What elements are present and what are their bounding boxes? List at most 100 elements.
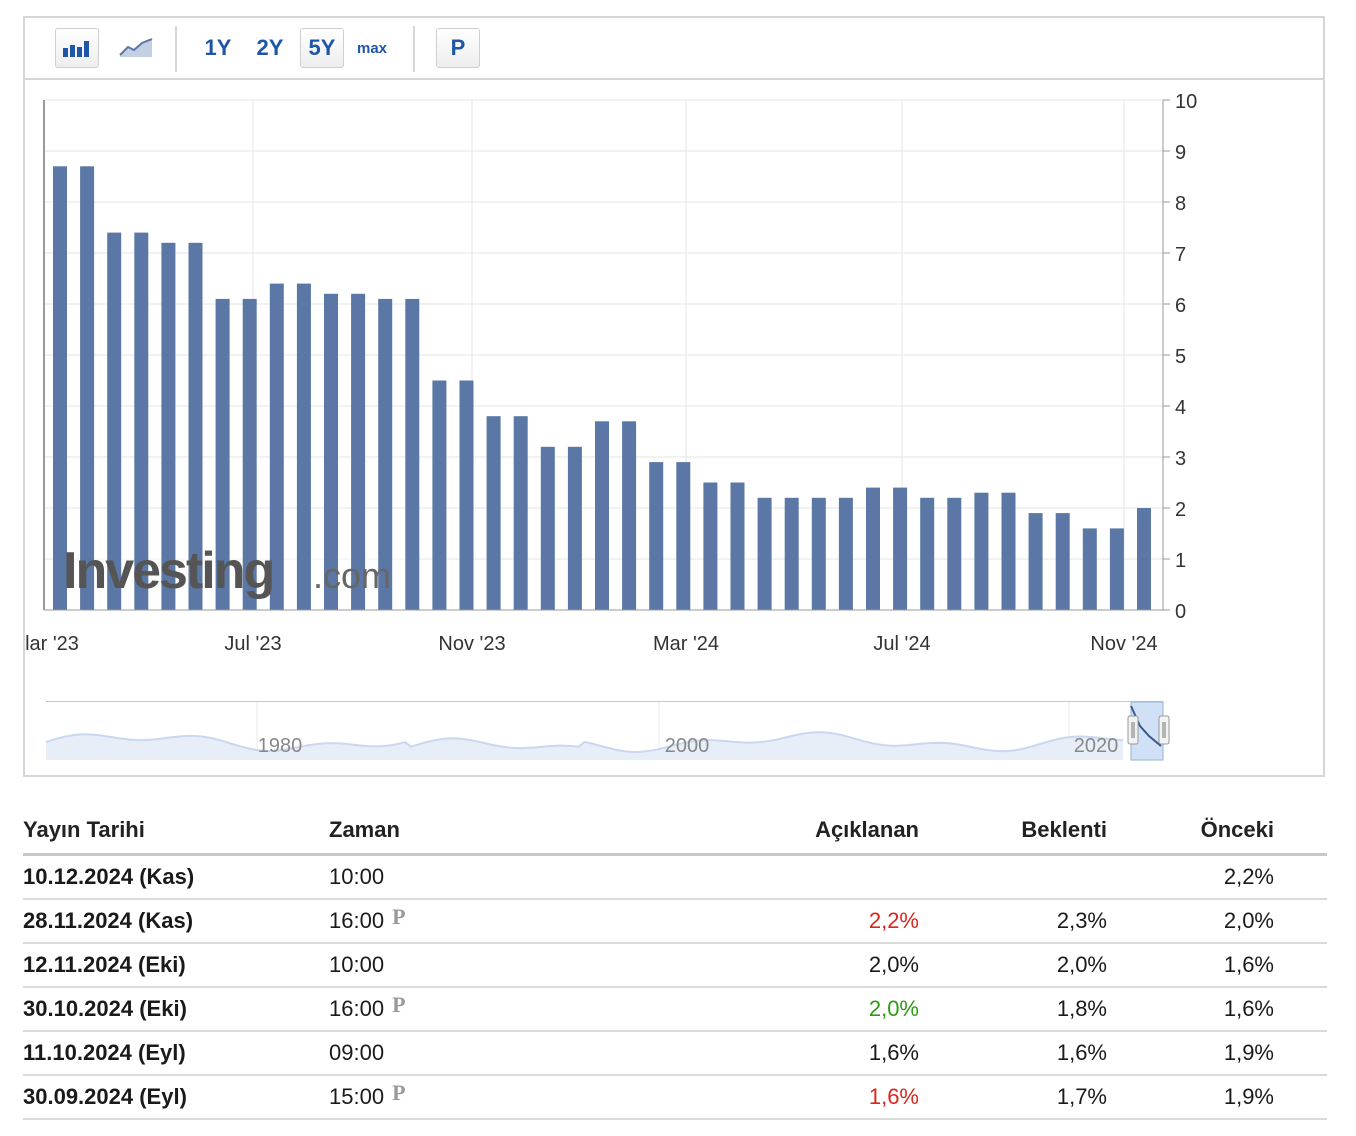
bar (1082, 528, 1097, 610)
header-previous: Önceki (1200, 816, 1274, 842)
release-time: 15:00 P (329, 1080, 406, 1109)
range-2y-button[interactable]: 2Y (256, 35, 284, 60)
bar (242, 298, 257, 610)
bar (405, 298, 420, 610)
bar (893, 487, 908, 610)
release-date: 28.11.2024 (Kas) (23, 908, 194, 933)
previous-value: 1,6% (1223, 996, 1274, 1021)
bar (188, 242, 203, 611)
release-time: 16:00 P (329, 904, 406, 933)
previous-value: 1,9% (1223, 1084, 1274, 1109)
range-max-button[interactable]: max (356, 39, 388, 57)
bar (513, 416, 528, 610)
bar (134, 232, 149, 610)
bar (974, 492, 989, 610)
navigator-handle[interactable] (1158, 715, 1170, 745)
navigator-year-label: 1980 (258, 735, 303, 757)
release-date: 11.10.2024 (Eyl) (23, 1040, 186, 1065)
preliminary-icon: P (392, 992, 406, 1017)
release-date: 12.11.2024 (Eki) (23, 952, 186, 977)
bar (486, 416, 501, 610)
bar (53, 166, 67, 611)
forecast-value: 1,7% (1056, 1084, 1107, 1109)
x-tick-label: lar '23 (25, 633, 79, 655)
chart-widget: 1Y 2Y 5Y max P Investing .com 0 1 2 3 4 5 6 7 8 9 1… (23, 16, 1325, 777)
y-tick-label: 8 (1175, 193, 1186, 215)
bar-chart-icon (63, 41, 89, 57)
bar (215, 298, 230, 610)
bar (811, 497, 826, 610)
release-time: 10:00 (329, 952, 385, 977)
bar (1001, 492, 1016, 610)
release-time: 09:00 (329, 1040, 385, 1065)
bar (676, 462, 691, 610)
bar (703, 482, 718, 610)
previous-value: 2,2% (1223, 864, 1274, 889)
bar (324, 293, 338, 610)
y-tick-label: 2 (1175, 499, 1186, 521)
preliminary-toggle-button[interactable]: P (436, 28, 480, 68)
actual-value: 2,0% (868, 996, 919, 1021)
release-date: 10.12.2024 (Kas) (23, 864, 195, 889)
y-tick-label: 3 (1175, 448, 1186, 470)
x-tick-label: Jul '24 (873, 633, 930, 655)
navigator-handle[interactable] (1127, 715, 1139, 745)
bar-chart-type-button[interactable] (55, 28, 99, 68)
preliminary-icon: P (392, 1080, 406, 1105)
actual-value: 2,2% (868, 908, 919, 933)
range-5y-button[interactable]: 5Y (300, 28, 344, 68)
x-tick-label: Nov '24 (1090, 633, 1157, 655)
table-row: 30.09.2024 (Eyl) 15:00 P 1,6% 1,7% 1,9% (23, 1076, 1327, 1120)
range-navigator: 1980 2000 2020 (45, 701, 1170, 761)
bar (622, 421, 637, 610)
actual-value: 1,6% (868, 1040, 919, 1065)
header-forecast: Beklenti (1021, 816, 1107, 842)
table-row: 12.11.2024 (Eki) 10:00 2,0% 2,0% 1,6% (23, 944, 1327, 988)
bar (1055, 513, 1070, 610)
toolbar-separator (175, 26, 177, 72)
bar (80, 166, 95, 611)
bar (784, 497, 799, 610)
x-tick-label: Nov '23 (438, 633, 505, 655)
bar (432, 380, 447, 610)
bar (1137, 508, 1151, 610)
table-row: 30.10.2024 (Eki) 16:00 P 2,0% 1,8% 1,6% (23, 988, 1327, 1032)
area-chart-type-button[interactable] (113, 28, 159, 68)
bar (269, 283, 284, 610)
forecast-value: 2,3% (1056, 908, 1107, 933)
bar (107, 232, 122, 610)
y-tick-label: 0 (1175, 601, 1186, 623)
bar (730, 482, 745, 610)
watermark-text: Investing .com (63, 542, 391, 600)
chart-toolbar: 1Y 2Y 5Y max P (25, 18, 1323, 80)
bar (1028, 513, 1043, 610)
bar (567, 446, 582, 610)
previous-value: 1,9% (1223, 1040, 1274, 1065)
x-tick-label: Jul '23 (224, 633, 281, 655)
release-time: 10:00 (329, 864, 385, 889)
navigator-year-label: 2020 (1074, 735, 1119, 757)
y-tick-label: 9 (1175, 142, 1186, 164)
preliminary-icon: P (392, 904, 406, 929)
header-release-date: Yayın Tarihi (23, 816, 145, 842)
bar (459, 380, 474, 610)
release-date: 30.10.2024 (Eki) (23, 996, 187, 1021)
range-1y-button[interactable]: 1Y (204, 35, 232, 60)
y-tick-label: 4 (1175, 397, 1186, 419)
previous-value: 1,6% (1223, 952, 1274, 977)
actual-value: 1,6% (868, 1084, 919, 1109)
table-body: 10.12.2024 (Kas) 10:00 2,2% 28.11.2024 (Kas… (23, 856, 1327, 1120)
release-date: 30.09.2024 (Eyl) (23, 1084, 187, 1109)
bar (378, 298, 393, 610)
y-tick-label: 10 (1175, 91, 1197, 113)
area-chart-icon (119, 38, 153, 57)
chart-bars (53, 166, 1151, 611)
forecast-value: 2,0% (1056, 952, 1107, 977)
chart-axes: 0 1 2 3 4 5 6 7 8 9 10 lar '23 Jul '23 Nov '23 Mar '24… (25, 91, 1197, 655)
watermark-suffix: .com (313, 555, 391, 596)
header-actual: Açıklanan (815, 816, 919, 842)
header-time: Zaman (329, 816, 400, 842)
bar (838, 497, 853, 610)
bar (649, 462, 664, 610)
table-row: 28.11.2024 (Kas) 16:00 P 2,2% 2,3% 2,0% (23, 900, 1327, 944)
